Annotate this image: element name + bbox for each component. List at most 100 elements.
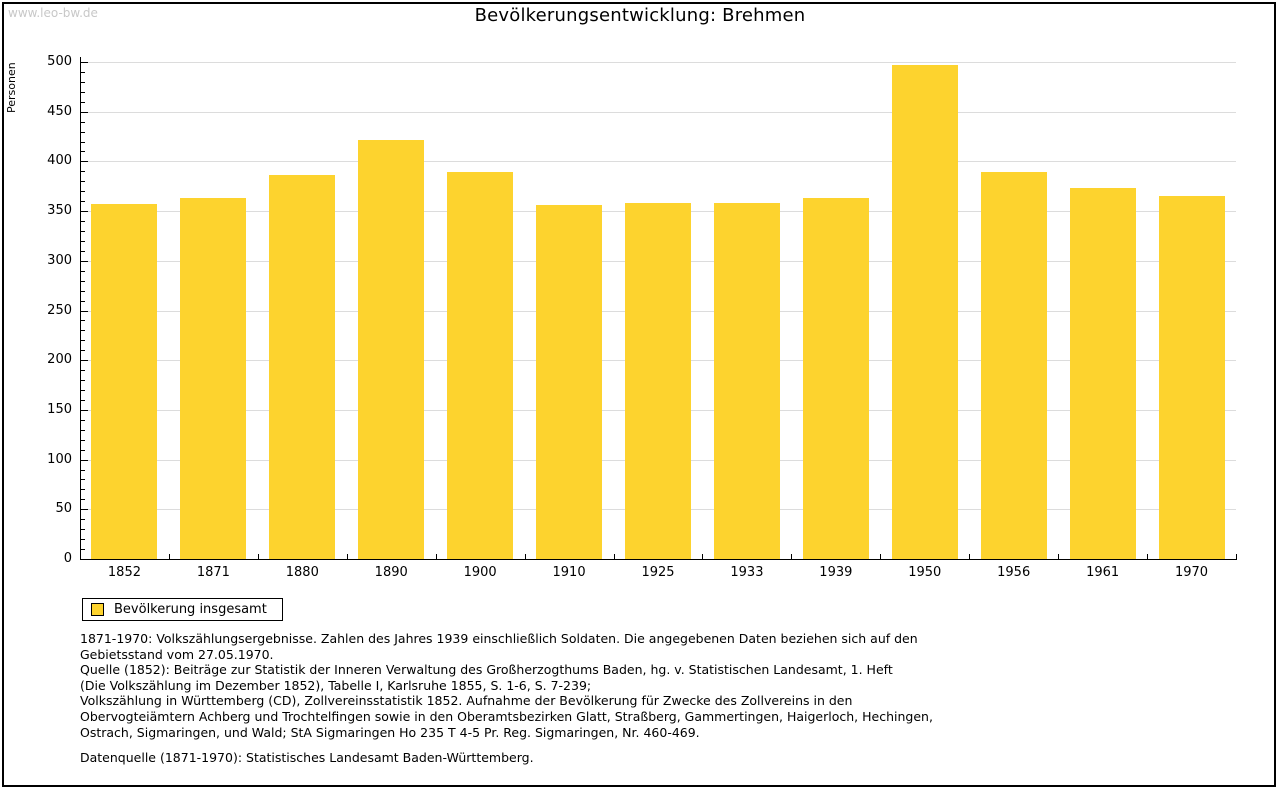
y-tick-minor (81, 499, 85, 501)
source-note-line: (Die Volkszählung im Dezember 1852), Tab… (80, 677, 592, 693)
y-tick-minor (81, 280, 85, 282)
y-tick-minor (81, 191, 85, 193)
legend: Bevölkerung insgesamt (82, 598, 283, 621)
source-note-line: Obervogteiämtern Achberg und Trochtelfin… (80, 708, 933, 724)
y-tick-major (81, 260, 88, 262)
bar-1925 (625, 203, 691, 559)
y-tick-major (81, 310, 88, 312)
gridline (80, 161, 1236, 163)
y-tick-minor (81, 549, 85, 551)
bar-1890 (358, 139, 425, 559)
bar-1852 (91, 204, 158, 559)
y-tick-minor (81, 141, 85, 143)
y-tick-label: 200 (47, 352, 72, 368)
y-tick-minor (81, 519, 85, 521)
x-tick (880, 554, 882, 559)
x-tick-label: 1961 (1086, 565, 1120, 580)
bar-1956 (980, 172, 1047, 559)
x-tick-label: 1950 (908, 565, 942, 580)
y-tick-major (81, 409, 88, 411)
y-tick-minor (81, 320, 85, 322)
source-note-line: 1871-1970: Volkszählungsergebnisse. Zahl… (80, 631, 918, 646)
y-tick-minor (81, 101, 85, 103)
y-tick-minor (81, 221, 85, 223)
y-tick-minor (81, 330, 85, 332)
gridline (80, 62, 1236, 63)
y-tick-major (81, 62, 88, 63)
x-tick-label: 1852 (107, 565, 141, 580)
y-tick-minor (81, 380, 85, 382)
y-tick-label: 300 (47, 252, 72, 268)
y-tick-minor (81, 439, 85, 441)
x-tick-label: 1890 (374, 565, 408, 580)
y-tick-major (81, 111, 88, 113)
x-tick (168, 554, 170, 559)
y-tick-minor (81, 131, 85, 133)
y-tick-major (81, 459, 88, 461)
y-tick-minor (81, 171, 85, 173)
y-tick-label: 50 (55, 501, 72, 517)
y-tick-minor (81, 121, 85, 123)
x-tick-label: 1900 (463, 565, 497, 580)
y-tick-minor (81, 230, 85, 232)
y-tick-label: 400 (47, 153, 72, 169)
y-tick-minor (81, 479, 85, 481)
source-note-line: Ostrach, Sigmaringen, und Wald; StA Sigm… (80, 724, 700, 740)
y-tick-minor (81, 201, 85, 203)
y-tick-major (81, 211, 88, 213)
y-tick-label: 250 (47, 302, 72, 318)
x-tick (1058, 554, 1060, 559)
bar-1970 (1158, 196, 1225, 559)
x-tick (613, 554, 615, 559)
x-tick-label: 1880 (285, 565, 319, 580)
x-tick-label: 1925 (641, 565, 675, 580)
bar-1961 (1069, 188, 1136, 559)
x-tick (1236, 554, 1237, 559)
y-tick-label: 450 (47, 103, 72, 119)
y-axis-line (80, 57, 81, 560)
x-tick-label: 1910 (552, 565, 586, 580)
y-tick-minor (81, 151, 85, 153)
x-tick-label: 1939 (819, 565, 853, 580)
x-tick (791, 554, 793, 559)
y-tick-minor (81, 250, 85, 252)
chart-title: Bevölkerungsentwicklung: Brehmen (474, 5, 806, 26)
footer-notes: 1871-1970: Volkszählungsergebnisse. Zahl… (80, 631, 1230, 766)
x-tick-label: 1933 (730, 565, 764, 580)
y-tick-minor (81, 419, 85, 421)
x-tick (1147, 554, 1149, 559)
y-tick-minor (81, 429, 85, 431)
bar-1871 (180, 198, 247, 559)
y-tick-minor (81, 91, 85, 93)
bar-1910 (536, 205, 603, 559)
y-tick-minor (81, 370, 85, 372)
datasource-note: Datenquelle (1871-1970): Statistisches L… (80, 750, 534, 766)
x-tick (969, 554, 971, 559)
x-tick-label: 1970 (1174, 565, 1209, 580)
y-tick-minor (81, 489, 85, 491)
y-tick-label: 0 (63, 551, 72, 566)
y-tick-major (81, 161, 88, 163)
source-note-line: Volkszählung in Württemberg (CD), Zollve… (80, 693, 853, 709)
y-tick-major (81, 559, 88, 560)
x-tick (257, 554, 259, 559)
y-tick-minor (81, 181, 85, 183)
watermark-url: www.leo-bw.de (8, 6, 98, 20)
x-tick (524, 554, 526, 559)
x-tick-label: 1956 (997, 565, 1031, 580)
bar-1939 (802, 198, 869, 559)
y-tick-minor (81, 340, 85, 342)
y-tick-minor (81, 469, 85, 471)
bar-1880 (269, 175, 336, 559)
x-tick (346, 554, 348, 559)
x-tick-label: 1871 (196, 565, 230, 580)
y-tick-minor (81, 529, 85, 531)
x-tick (435, 554, 437, 559)
y-tick-minor (81, 539, 85, 541)
source-note-line: Quelle (1852): Beiträge zur Statistik de… (80, 662, 893, 678)
y-tick-label: 350 (47, 203, 72, 219)
y-tick-minor (81, 240, 85, 242)
x-axis-line (80, 559, 1237, 560)
y-tick-minor (81, 350, 85, 352)
